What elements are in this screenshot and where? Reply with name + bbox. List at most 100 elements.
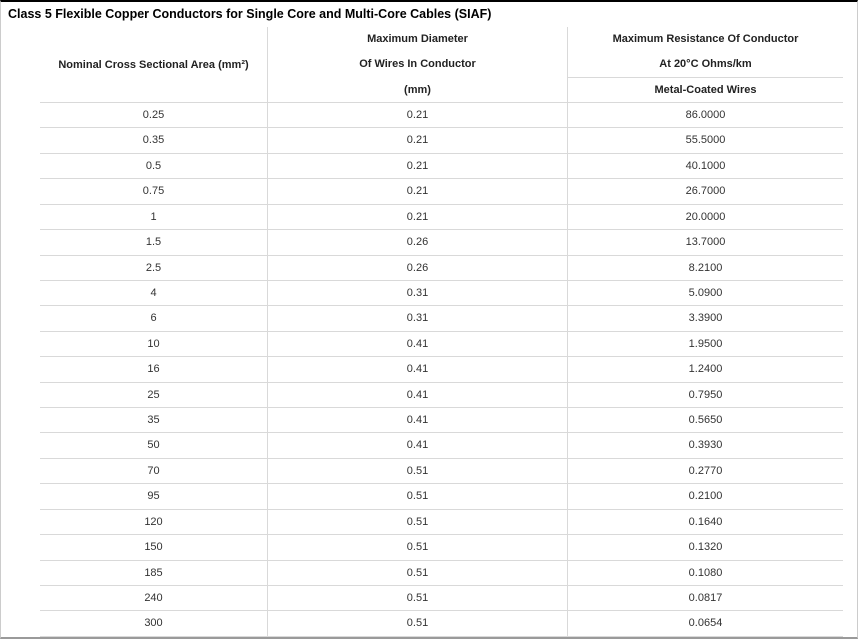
area-cell: 0.35	[40, 128, 268, 153]
max-diameter-cell: 0.31	[268, 280, 568, 306]
max-resistance-cell: 0.7950	[688, 388, 723, 401]
area-cell: 185	[40, 560, 268, 586]
max-diameter-cell: 0.21	[268, 204, 568, 230]
header-diameter-unit: (mm)	[404, 83, 431, 96]
area-cell: 120	[40, 509, 268, 535]
area-cell: 0.5	[40, 153, 268, 179]
table-row: 1.5 0.26 13.7000	[40, 230, 843, 256]
max-resistance-cell: 0.1080	[688, 566, 723, 579]
table-row: 1 0.21 20.0000	[40, 204, 843, 231]
area-cell: 35	[40, 408, 268, 433]
table-row: 0.35 0.21 55.5000	[40, 128, 843, 154]
header-resistance-line-2: At 20°C Ohms/km	[659, 58, 752, 71]
max-diameter-cell: 0.51	[268, 509, 568, 535]
table-header-row: Nominal Cross Sectional Area (mm²) Maxim…	[40, 27, 843, 103]
table-row: 4 0.31 5.0900	[40, 280, 843, 307]
max-resistance-cell: 0.2770	[688, 464, 723, 477]
max-resistance-cell: 40.1000	[685, 159, 726, 172]
max-diameter-cell: 0.51	[268, 586, 568, 611]
max-diameter-cell: 0.51	[268, 484, 568, 509]
header-diameter-line-2: Of Wires In Conductor	[359, 58, 476, 71]
max-resistance-cell: 0.1640	[688, 515, 723, 528]
max-resistance-cell: 5.0900	[688, 286, 723, 299]
max-resistance-cell: 1.2400	[688, 363, 723, 376]
table-row: 150 0.51 0.1320	[40, 535, 843, 561]
max-diameter-cell: 0.26	[268, 255, 568, 280]
table-row: 10 0.41 1.9500	[40, 331, 843, 358]
max-diameter-cell: 0.21	[268, 103, 568, 128]
table-row: 240 0.51 0.0817	[40, 586, 843, 612]
table-row: 0.75 0.21 26.7000	[40, 179, 843, 205]
max-resistance-cell: 3.3900	[688, 312, 723, 325]
max-resistance-cell: 13.7000	[685, 236, 726, 249]
area-cell: 150	[40, 535, 268, 560]
max-diameter-cell: 0.31	[268, 306, 568, 331]
table-row: 35 0.41 0.5650	[40, 408, 843, 434]
area-cell: 95	[40, 484, 268, 509]
max-resistance-cell: 0.3930	[688, 439, 723, 452]
table-row: 0.25 0.21 86.0000	[40, 103, 843, 129]
area-cell: 50	[40, 433, 268, 458]
table-row: 0.5 0.21 40.1000	[40, 153, 843, 180]
max-resistance-cell: 0.5650	[688, 414, 723, 427]
max-resistance-cell: 8.2100	[688, 261, 723, 274]
max-diameter-cell: 0.41	[268, 357, 568, 382]
table-row: 95 0.51 0.2100	[40, 484, 843, 510]
area-cell: 4	[40, 280, 268, 306]
header-area-label: Nominal Cross Sectional Area (mm²)	[58, 58, 249, 71]
max-diameter-cell: 0.51	[268, 611, 568, 636]
max-diameter-cell: 0.26	[268, 230, 568, 255]
area-cell: 0.25	[40, 103, 268, 128]
area-cell: 1.5	[40, 230, 268, 255]
max-resistance-cell: 0.0654	[688, 617, 723, 630]
table-row: 25 0.41 0.7950	[40, 382, 843, 409]
area-cell: 25	[40, 382, 268, 408]
area-cell: 0.75	[40, 179, 268, 204]
area-cell: 1	[40, 204, 268, 230]
max-diameter-cell: 0.21	[268, 153, 568, 179]
max-resistance-cell: 20.0000	[685, 210, 726, 223]
max-resistance-cell: 1.9500	[688, 337, 723, 350]
max-resistance-cell: 26.7000	[685, 185, 726, 198]
header-area-column: Nominal Cross Sectional Area (mm²)	[40, 27, 268, 102]
max-diameter-cell: 0.41	[268, 433, 568, 458]
area-cell: 6	[40, 306, 268, 331]
max-diameter-cell: 0.41	[268, 382, 568, 408]
page-title: Class 5 Flexible Copper Conductors for S…	[8, 7, 492, 21]
header-resistance-line-1: Maximum Resistance Of Conductor	[612, 33, 799, 45]
max-diameter-cell: 0.51	[268, 560, 568, 586]
table-row: 120 0.51 0.1640	[40, 509, 843, 536]
area-cell: 16	[40, 357, 268, 382]
max-resistance-cell: 55.5000	[685, 134, 726, 147]
table-row: 50 0.41 0.3930	[40, 433, 843, 459]
max-diameter-cell: 0.21	[268, 179, 568, 204]
table-row: 70 0.51 0.2770	[40, 458, 843, 485]
max-resistance-cell: 86.0000	[685, 109, 726, 121]
header-diameter-column: Maximum Diameter Of Wires In Conductor (…	[268, 27, 568, 102]
table-row: 6 0.31 3.3900	[40, 306, 843, 332]
table-body: 0.25 0.21 86.0000 0.35 0.21 55.5000 0.5 …	[40, 103, 843, 637]
table-row: 16 0.41 1.2400	[40, 357, 843, 383]
area-cell: 300	[40, 611, 268, 636]
max-resistance-cell: 0.2100	[688, 490, 723, 503]
max-diameter-cell: 0.51	[268, 535, 568, 560]
header-diameter-line-1: Maximum Diameter	[367, 33, 468, 45]
max-diameter-cell: 0.21	[268, 128, 568, 153]
area-cell: 2.5	[40, 255, 268, 280]
max-diameter-cell: 0.41	[268, 331, 568, 357]
max-resistance-cell: 0.0817	[688, 592, 723, 605]
table-row: 185 0.51 0.1080	[40, 560, 843, 587]
header-resistance-top: Maximum Resistance Of Conductor At 20°C …	[568, 27, 843, 78]
area-cell: 240	[40, 586, 268, 611]
header-resistance-column: Maximum Resistance Of Conductor At 20°C …	[568, 27, 843, 102]
header-resistance-subheader: Metal-Coated Wires	[654, 83, 757, 96]
area-cell: 10	[40, 331, 268, 357]
max-resistance-cell: 0.1320	[688, 541, 723, 554]
table-row: 2.5 0.26 8.2100	[40, 255, 843, 281]
max-diameter-cell: 0.41	[268, 408, 568, 433]
table-row: 300 0.51 0.0654	[40, 611, 843, 637]
area-cell: 70	[40, 458, 268, 484]
max-diameter-cell: 0.51	[268, 458, 568, 484]
conductor-spec-table: Nominal Cross Sectional Area (mm²) Maxim…	[40, 27, 843, 637]
